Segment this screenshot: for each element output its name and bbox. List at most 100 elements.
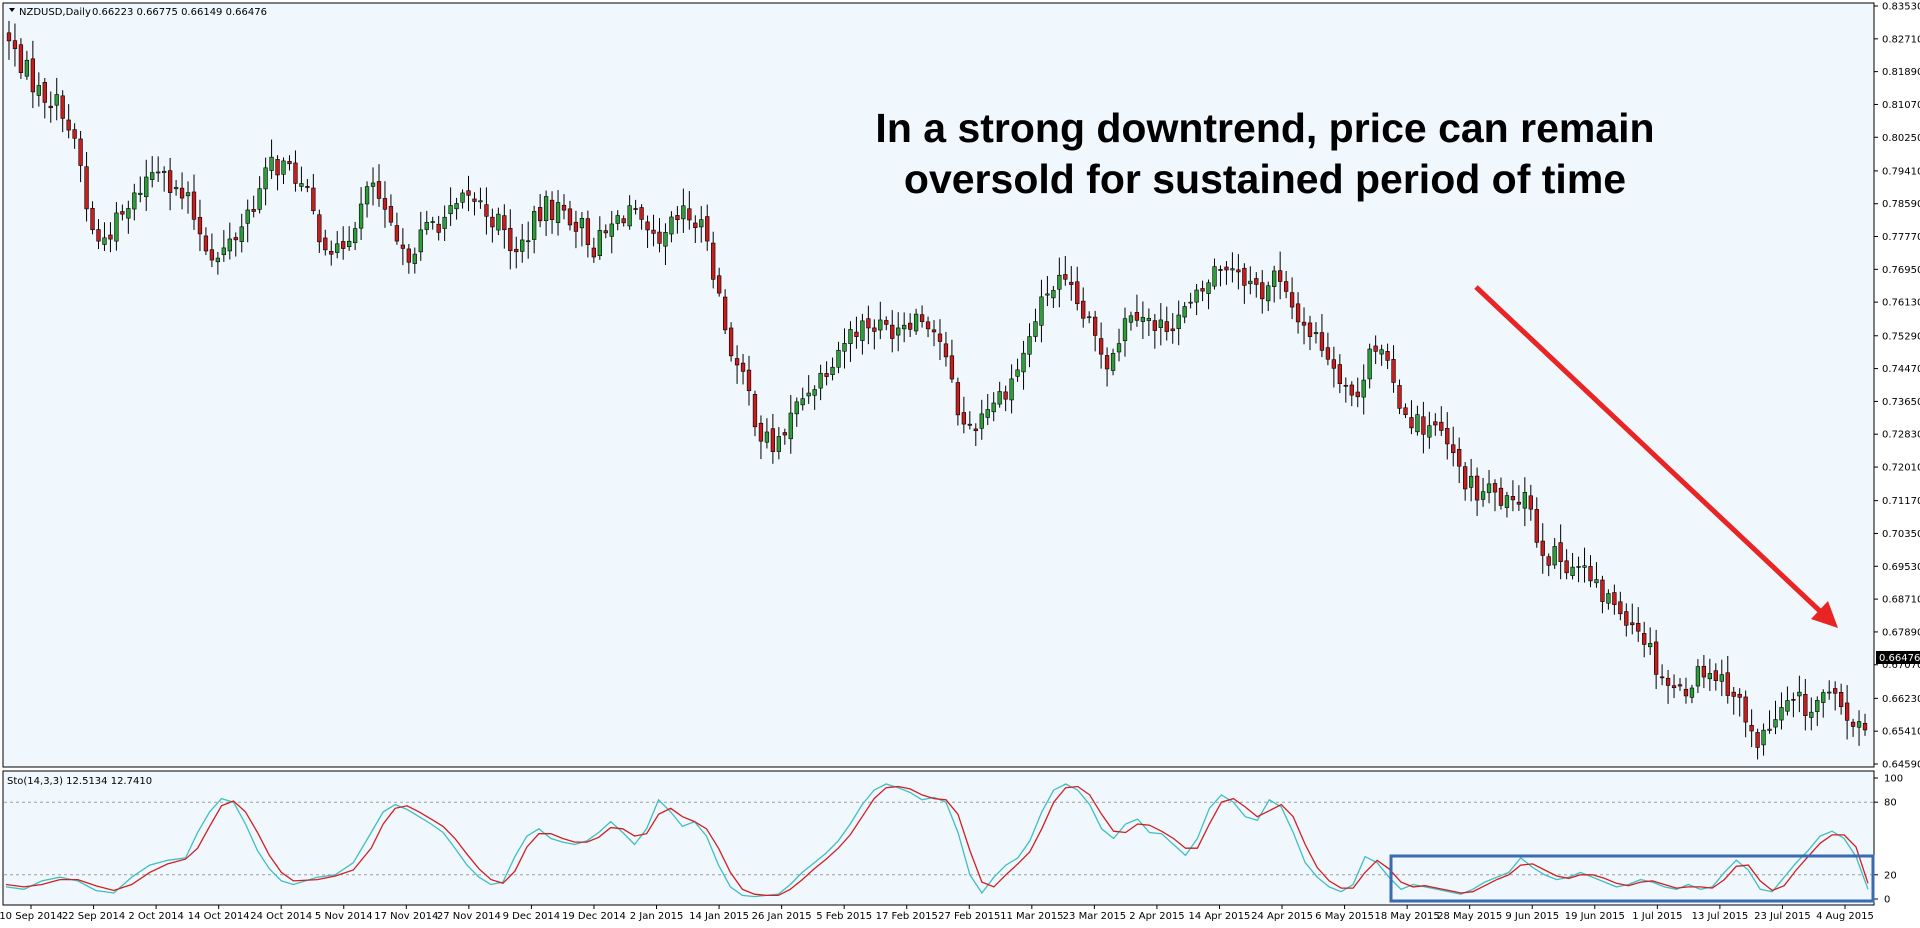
candle <box>621 215 626 227</box>
candle <box>1665 669 1671 704</box>
price-tick-label: 0.65410 <box>1882 727 1920 738</box>
candle <box>1116 328 1122 362</box>
candle <box>1230 252 1235 283</box>
candle <box>1701 654 1707 689</box>
candle <box>1588 555 1593 588</box>
candle <box>484 187 489 235</box>
candle <box>1087 311 1092 324</box>
candle <box>496 207 501 236</box>
candle <box>281 157 286 185</box>
candle <box>1570 552 1575 580</box>
candle <box>60 90 65 133</box>
candle <box>1791 692 1796 718</box>
candle <box>1671 674 1677 699</box>
candle <box>388 194 394 227</box>
candle <box>1134 294 1140 327</box>
candle <box>1474 467 1480 516</box>
candle <box>711 231 716 289</box>
candle <box>1767 710 1772 734</box>
candle <box>1057 257 1062 308</box>
time-tick-label: 2 Jan 2015 <box>630 911 684 922</box>
candle <box>1110 348 1116 376</box>
candle <box>1797 675 1802 713</box>
candle <box>567 200 573 231</box>
candle <box>639 204 644 230</box>
candle <box>1272 265 1277 303</box>
candle <box>84 151 89 222</box>
candle <box>1504 491 1510 518</box>
time-tick-label: 28 May 2015 <box>1437 911 1502 922</box>
candle <box>603 224 608 239</box>
candle <box>526 221 531 259</box>
candle <box>1188 292 1193 309</box>
candle <box>215 251 221 275</box>
time-tick-label: 24 Apr 2015 <box>1251 911 1313 922</box>
trend-arrow <box>1474 285 1838 628</box>
candle <box>1457 437 1462 484</box>
candle <box>1582 547 1587 583</box>
candle <box>1695 659 1701 693</box>
candle <box>1009 364 1014 414</box>
candle <box>1206 279 1211 310</box>
symbol-menu-icon[interactable] <box>9 8 15 12</box>
candle <box>18 38 24 79</box>
candle <box>376 164 382 207</box>
candle <box>1266 281 1271 312</box>
candle <box>1522 477 1527 527</box>
candle <box>1045 276 1050 307</box>
candle <box>1021 340 1026 390</box>
candle <box>1653 629 1659 690</box>
time-tick-label: 11 Mar 2015 <box>1000 911 1063 922</box>
candle <box>329 240 334 266</box>
candle <box>317 209 322 253</box>
candle <box>1552 538 1557 569</box>
candle <box>299 166 304 192</box>
candle <box>579 211 585 247</box>
candle <box>1743 690 1748 738</box>
candle <box>1260 270 1265 314</box>
candle <box>1385 343 1390 370</box>
stochastic-header: Sto(14,3,3) 12.5134 12.7410 <box>7 776 152 787</box>
candle <box>66 104 71 139</box>
candle <box>364 181 370 218</box>
candle <box>1707 658 1712 691</box>
ohlc-header: 0.66223 0.66775 0.66149 0.66476 <box>92 7 267 18</box>
candle <box>985 394 990 426</box>
candle <box>245 199 250 243</box>
candle <box>1325 332 1331 366</box>
candle <box>1439 406 1444 436</box>
time-tick-label: 14 Jan 2015 <box>689 911 749 922</box>
candle <box>209 233 215 268</box>
candle <box>955 377 961 426</box>
candle <box>275 155 280 191</box>
candle <box>1564 549 1569 580</box>
candle <box>347 226 352 251</box>
candle <box>454 197 459 220</box>
candle <box>341 226 346 260</box>
annotation-line-2: oversold for sustained period of time <box>904 156 1626 202</box>
candle <box>1415 405 1420 436</box>
candle <box>979 399 984 440</box>
candle <box>1856 710 1862 746</box>
candle <box>269 139 274 179</box>
candle <box>961 396 967 434</box>
candle <box>645 215 650 248</box>
candle <box>1218 265 1223 287</box>
candle <box>549 191 555 234</box>
candle <box>514 236 519 269</box>
candle <box>1176 300 1181 346</box>
candle <box>502 204 507 249</box>
candle <box>1337 354 1342 394</box>
candle <box>800 387 805 411</box>
annotation-line-1: In a strong downtrend, price can remain <box>875 105 1654 151</box>
time-tick-label: 9 Dec 2014 <box>503 911 561 922</box>
candle <box>991 392 996 422</box>
candle <box>1307 315 1313 351</box>
candle <box>770 413 776 464</box>
candle <box>1051 285 1056 309</box>
candle <box>72 123 77 149</box>
time-tick-label: 1 Jul 2015 <box>1632 911 1682 922</box>
candle <box>693 215 698 243</box>
candle <box>1373 335 1378 365</box>
candle <box>1821 689 1826 718</box>
